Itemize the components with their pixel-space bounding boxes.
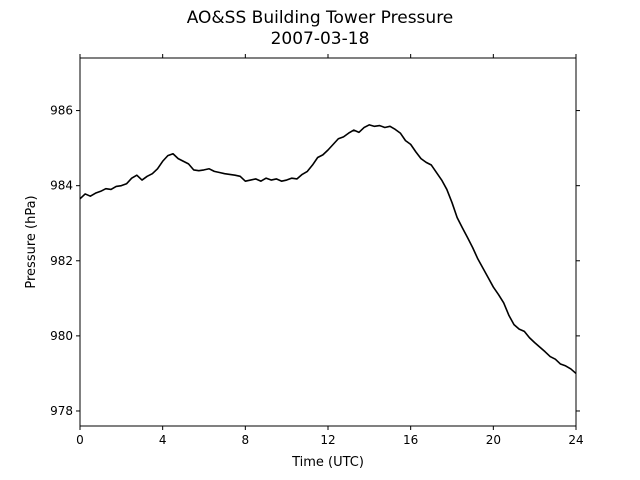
x-tick-label: 8 [242,433,250,447]
x-tick-label: 0 [76,433,84,447]
x-tick-label: 4 [159,433,167,447]
x-axis-label: Time (UTC) [291,455,364,470]
plot-frame [79,57,577,427]
ticks-layer: 0 4 8 12 16 20 24 978 980 982 984 986 [50,54,584,447]
y-tick-label: 978 [50,404,73,418]
y-tick-label: 980 [50,329,73,343]
chart-subtitle: 2007-03-18 [270,29,370,49]
pressure-line [79,124,577,375]
y-tick-label: 982 [50,254,73,268]
y-axis-label: Pressure (hPa) [24,195,39,288]
y-tick-label: 986 [50,104,73,118]
x-tick-label: 16 [403,433,418,447]
x-tick-label: 12 [320,433,335,447]
y-tick-label: 984 [50,179,73,193]
chart-title: AO&SS Building Tower Pressure [186,8,454,28]
x-tick-label: 24 [568,433,583,447]
x-tick-label: 20 [486,433,501,447]
